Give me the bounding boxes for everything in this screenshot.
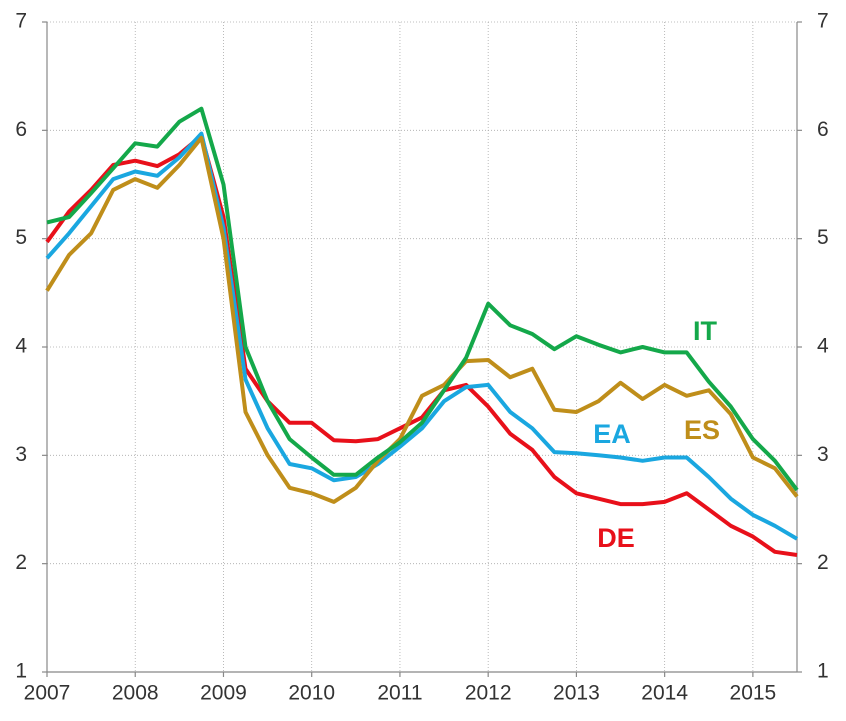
series-line xyxy=(46,106,799,492)
y2-tick-label: 7 xyxy=(817,10,829,33)
series-line xyxy=(45,135,799,504)
series-line xyxy=(45,131,799,541)
x-tick-label: 2012 xyxy=(465,682,512,705)
series-label: ES xyxy=(684,415,720,445)
x-tick-label: 2010 xyxy=(288,682,335,705)
series-line xyxy=(45,133,798,557)
x-tick-label: 2009 xyxy=(200,682,247,705)
x-tick-label: 2015 xyxy=(730,682,777,705)
y2-tick-label: 3 xyxy=(817,443,829,466)
series-label: EA xyxy=(593,419,631,449)
y-tick-label: 6 xyxy=(15,118,27,141)
y2-tick-label: 2 xyxy=(817,551,829,574)
y-tick-label: 1 xyxy=(15,660,27,683)
y2-tick-label: 4 xyxy=(817,335,829,358)
y-tick-label: 3 xyxy=(15,443,27,466)
y2-tick-label: 5 xyxy=(817,226,829,249)
y-tick-label: 4 xyxy=(15,335,27,358)
series-label: DE xyxy=(597,523,635,553)
x-tick-label: 2007 xyxy=(24,682,71,705)
y-tick-label: 5 xyxy=(15,226,27,249)
x-tick-label: 2013 xyxy=(553,682,600,705)
y2-tick-label: 6 xyxy=(817,118,829,141)
y-tick-label: 7 xyxy=(15,10,27,33)
y-tick-label: 2 xyxy=(15,551,27,574)
x-tick-label: 2011 xyxy=(377,682,422,705)
x-tick-label: 2014 xyxy=(641,682,688,705)
series-label: IT xyxy=(693,316,718,346)
y2-tick-label: 1 xyxy=(817,660,829,683)
x-tick-label: 2008 xyxy=(112,682,159,705)
